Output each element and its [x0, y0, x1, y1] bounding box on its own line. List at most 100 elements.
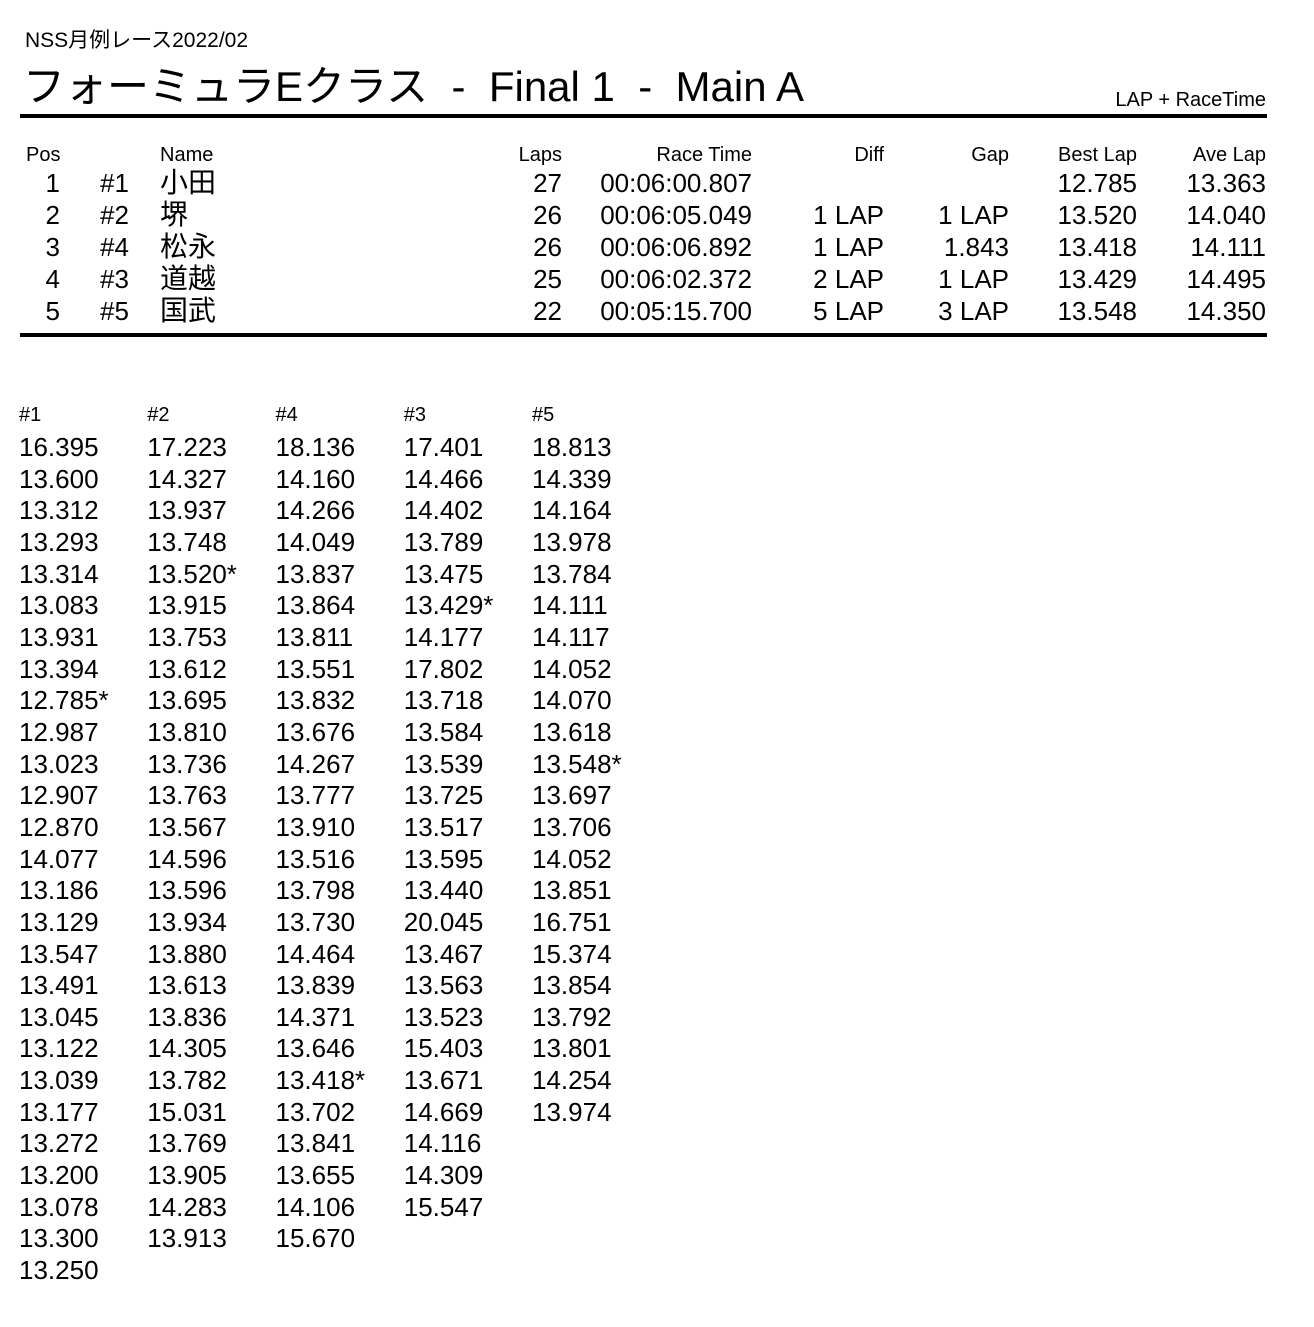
lap-time: 13.702	[275, 1096, 356, 1127]
event-title: NSS月例レース2022/02	[25, 29, 249, 52]
col-header-racetime: Race Time	[656, 144, 752, 166]
lap-time: 13.851	[532, 875, 612, 906]
lap-time: 13.937	[147, 495, 227, 526]
lap-time: 13.646	[275, 1033, 356, 1064]
lap-time: 13.584	[403, 716, 484, 747]
ave-lap-cell: 14.040	[1186, 200, 1266, 230]
lap-time: 14.052	[532, 653, 612, 684]
lap-time: 20.045	[403, 906, 484, 937]
lap-time: 13.837	[275, 558, 356, 589]
lap-time: 14.402	[403, 495, 484, 526]
lap-time: 13.300	[19, 1223, 99, 1254]
lap-time: 14.309	[403, 1160, 484, 1191]
lap-time: 14.052	[532, 843, 612, 874]
lap-time: 13.440	[403, 875, 484, 906]
lap-time: 13.718	[403, 685, 484, 716]
lap-times-section: #1 16.395 13.600 13.312 13.293 13.314 13.083 13…	[19, 398, 660, 1287]
lap-time: 13.978	[532, 526, 612, 557]
lap-time: 13.312	[19, 495, 99, 526]
lap-time: 13.695	[147, 685, 227, 716]
lap-time: 13.832	[275, 685, 356, 716]
best-lap-cell: 13.418	[1057, 232, 1137, 262]
lap-time: 14.596	[147, 843, 227, 874]
lap-column: #5 18.813 14.339 14.164 13.978 13.784 14.111 14…	[532, 398, 660, 1287]
driver-name-cell: 堺	[160, 199, 189, 230]
car-number-cell: #5	[100, 296, 129, 326]
lap-time: 14.077	[19, 843, 99, 874]
diff-cell: 2 LAP	[813, 264, 884, 294]
lap-time: 14.177	[403, 621, 484, 652]
lap-time: 13.129	[19, 906, 99, 937]
lap-time: 13.429*	[403, 590, 494, 621]
result-row: 4 #3 道越 25 00:06:02.372 2 LAP 1 LAP 13.429 14.49…	[26, 263, 1266, 295]
lap-time: 13.467	[403, 938, 484, 969]
timing-mode-label: LAP + RaceTime	[1115, 89, 1266, 111]
divider-bottom	[20, 333, 1267, 337]
best-lap-cell: 13.429	[1057, 264, 1137, 294]
lap-time: 13.798	[275, 875, 356, 906]
lap-time: 15.031	[147, 1096, 227, 1127]
lap-time: 13.753	[147, 621, 227, 652]
lap-time: 14.116	[403, 1128, 482, 1159]
lap-time: 13.551	[275, 653, 356, 684]
laps-cell: 27	[533, 168, 562, 198]
driver-name-cell: 小田	[160, 167, 217, 198]
lap-time: 16.751	[532, 906, 612, 937]
lap-time: 13.596	[147, 875, 227, 906]
lap-column-header: #4	[275, 404, 298, 426]
lap-time: 15.547	[403, 1191, 484, 1222]
position-cell: 3	[45, 232, 60, 262]
driver-name-cell: 国武	[160, 295, 217, 326]
lap-time: 13.789	[403, 526, 484, 557]
ave-lap-cell: 14.350	[1186, 296, 1266, 326]
lap-time: 12.907	[19, 780, 99, 811]
lap-time: 13.612	[147, 653, 227, 684]
lap-time: 14.049	[275, 526, 356, 557]
lap-time: 13.595	[403, 843, 484, 874]
col-header-diff: Diff	[854, 144, 884, 166]
lap-time: 13.777	[275, 780, 356, 811]
lap-time: 13.250	[19, 1255, 99, 1286]
lap-time: 13.567	[147, 811, 227, 842]
lap-time: 13.023	[19, 748, 99, 779]
lap-column-header: #1	[19, 404, 42, 426]
lap-time: 13.548*	[532, 748, 622, 779]
lap-column-header: #5	[532, 404, 555, 426]
lap-time: 13.083	[19, 590, 99, 621]
gap-cell: 1 LAP	[938, 264, 1009, 294]
lap-time: 13.655	[275, 1160, 356, 1191]
col-header-avelap: Ave Lap	[1192, 144, 1266, 166]
diff-cell: 1 LAP	[813, 200, 884, 230]
lap-column: #4 18.136 14.160 14.266 14.049 13.837 13.864 13…	[276, 398, 404, 1287]
race-time-cell: 00:06:05.049	[600, 200, 752, 230]
lap-time: 13.810	[147, 716, 227, 747]
car-number-cell: #4	[100, 232, 129, 262]
position-cell: 4	[45, 264, 60, 294]
lap-time: 13.706	[532, 811, 612, 842]
lap-time: 14.327	[147, 463, 227, 494]
lap-time: 13.314	[19, 558, 99, 589]
position-cell: 1	[45, 168, 60, 198]
lap-time: 12.870	[19, 811, 99, 842]
col-header-laps: Laps	[518, 144, 562, 166]
laps-cell: 22	[533, 296, 562, 326]
lap-time: 13.122	[19, 1033, 99, 1064]
lap-time: 13.186	[19, 875, 99, 906]
lap-time: 13.517	[403, 811, 484, 842]
lap-time: 13.792	[532, 1001, 612, 1032]
lap-time: 17.802	[403, 653, 484, 684]
results-rows: 1 #1 小田 27 00:06:00.807 12.785 13.363 2 #2 堺 26 00:…	[26, 167, 1266, 327]
result-row: 3 #4 松永 26 00:06:06.892 1 LAP 1.843 13.418 14.11…	[26, 231, 1266, 263]
lap-time: 14.371	[275, 1001, 356, 1032]
lap-time: 14.106	[275, 1191, 356, 1222]
car-number-cell: #2	[100, 200, 129, 230]
lap-time: 13.547	[19, 938, 99, 969]
lap-time: 13.045	[19, 1001, 99, 1032]
lap-time: 14.117	[532, 621, 610, 652]
lap-time: 16.395	[19, 432, 99, 462]
best-lap-cell: 13.548	[1057, 296, 1137, 326]
lap-time: 13.763	[147, 780, 227, 811]
race-time-cell: 00:06:00.807	[600, 168, 752, 198]
lap-time: 13.841	[275, 1128, 356, 1159]
laps-cell: 26	[533, 200, 562, 230]
